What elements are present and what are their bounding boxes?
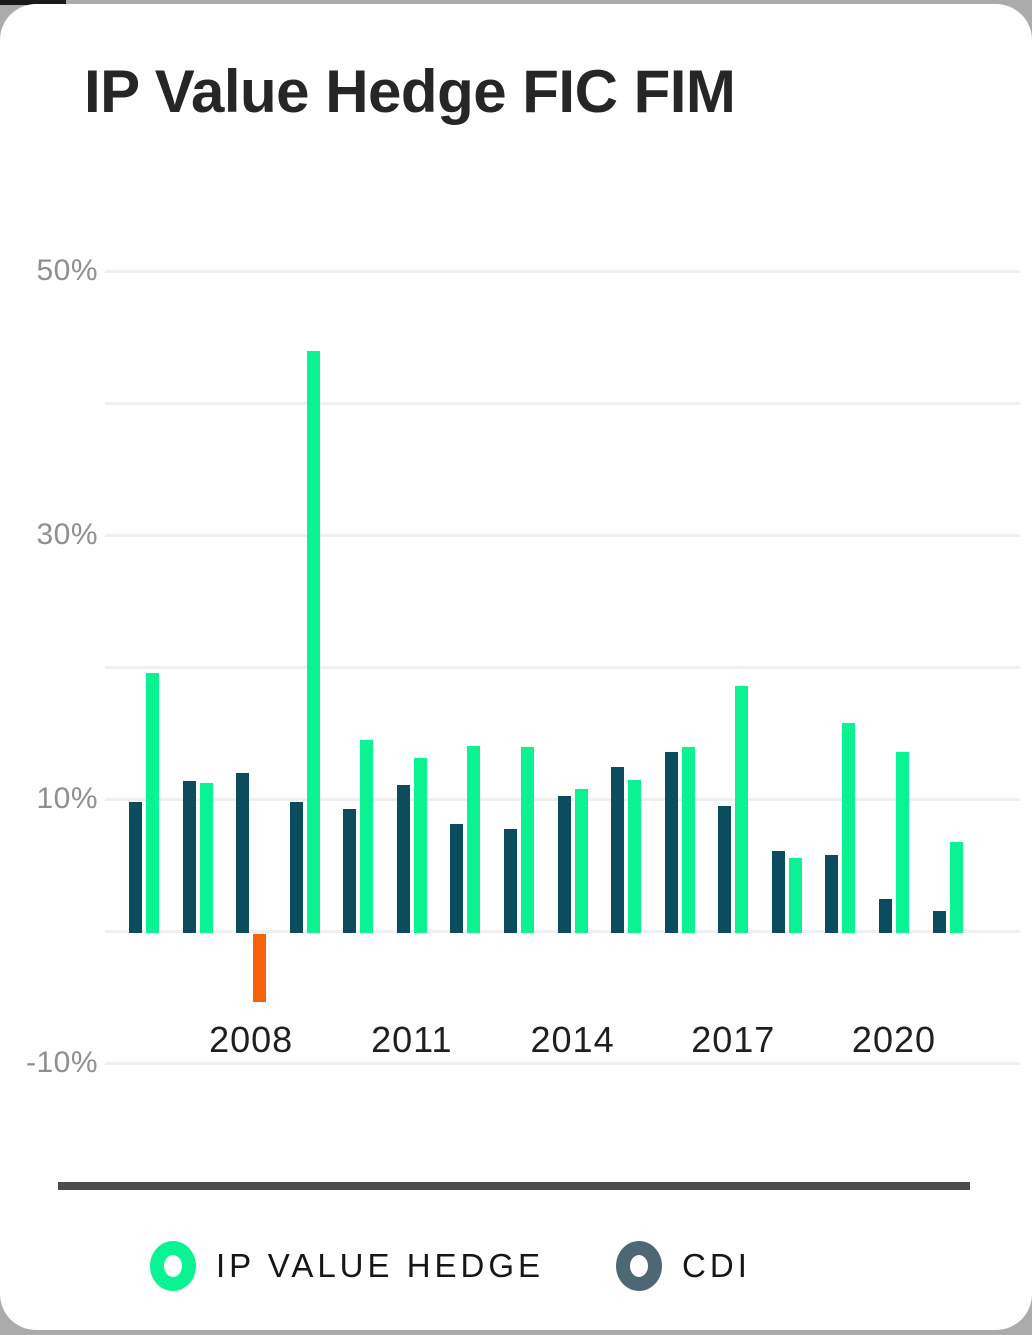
legend-label-cdi: CDI: [682, 1247, 751, 1284]
bar-cdi-2010: [343, 809, 357, 934]
chart-title: IP Value Hedge FIC FIM: [84, 58, 736, 125]
y-axis-label--10: -10%: [25, 1045, 98, 1079]
bar-cdi-2019: [825, 855, 839, 934]
x-axis-label-2020: 2020: [851, 1019, 937, 1060]
cdi-series-donut-icon: [616, 1241, 663, 1291]
legend-item-cdi: CDI: [616, 1241, 751, 1291]
bar-ip-value-hedge-2019: [842, 723, 856, 934]
bar-cdi-2007: [182, 781, 196, 934]
x-axis-label-2017: 2017: [691, 1019, 776, 1060]
ip-value-hedge-series-donut-icon: [150, 1241, 196, 1291]
bar-ip-value-hedge-2015: [628, 779, 642, 934]
gridline-40: [105, 402, 1020, 406]
gridline-30: [105, 534, 1020, 538]
y-axis-label-10: 10%: [36, 781, 98, 815]
bar-ip-value-hedge-2018: [788, 857, 802, 934]
bar-cdi-2008: [236, 773, 250, 934]
bar-cdi-2014: [557, 795, 571, 934]
bar-ip-value-hedge-2012: [467, 745, 481, 934]
legend-item-ip-value-hedge: IP VALUE HEDGE: [150, 1241, 544, 1291]
bar-cdi-2017: [718, 806, 732, 934]
bar-cdi-2011: [396, 785, 410, 934]
bar-ip-value-hedge-2014: [574, 789, 588, 934]
y-axis-label-30: 30%: [36, 517, 98, 551]
divider-line: [58, 1182, 970, 1190]
bar-ip-value-hedge-2008: [253, 933, 267, 1003]
chart-legend: IP VALUE HEDGE CDI: [150, 1234, 751, 1298]
bar-ip-value-hedge-2020: [895, 752, 909, 934]
bar-cdi-2013: [503, 828, 517, 934]
gridline-20: [105, 666, 1020, 670]
bar-ip-value-hedge-2017: [735, 686, 749, 934]
bar-cdi-2016: [664, 752, 678, 934]
legend-label-ip-value-hedge: IP VALUE HEDGE: [216, 1247, 545, 1284]
x-axis-label-2008: 2008: [209, 1019, 294, 1060]
bar-ip-value-hedge-2011: [413, 757, 427, 934]
bar-ip-value-hedge-2016: [681, 746, 695, 934]
x-axis-label-2014: 2014: [530, 1019, 615, 1060]
screen-top-edge: [0, 0, 66, 5]
x-axis-label-2011: 2011: [371, 1019, 453, 1060]
bar-ip-value-hedge-2021: [949, 842, 963, 934]
bar-cdi-2021: [932, 910, 946, 934]
bar-ip-value-hedge-2006: [146, 673, 159, 934]
bar-ip-value-hedge-2013: [520, 746, 534, 934]
fund-performance-card: IP Value Hedge FIC FIM 50% 30% 10% -10% 2008…: [0, 4, 1032, 1330]
gridline--10: [105, 1062, 1020, 1066]
bar-cdi-2018: [771, 851, 785, 934]
y-axis-label-50: 50%: [36, 253, 98, 287]
bar-cdi-2009: [289, 802, 303, 934]
bar-cdi-2012: [450, 823, 464, 934]
bar-ip-value-hedge-2010: [360, 740, 374, 934]
bar-ip-value-hedge-2009: [306, 350, 320, 934]
annual-returns-bar-chart: 50% 30% 10% -10% 2008 2011 2014 2017 2020: [0, 232, 1032, 1094]
bar-cdi-2015: [611, 766, 625, 934]
bar-ip-value-hedge-2007: [199, 782, 213, 934]
bar-cdi-2006: [129, 802, 142, 934]
bar-cdi-2020: [878, 898, 892, 934]
gridline-50: [105, 270, 1020, 274]
